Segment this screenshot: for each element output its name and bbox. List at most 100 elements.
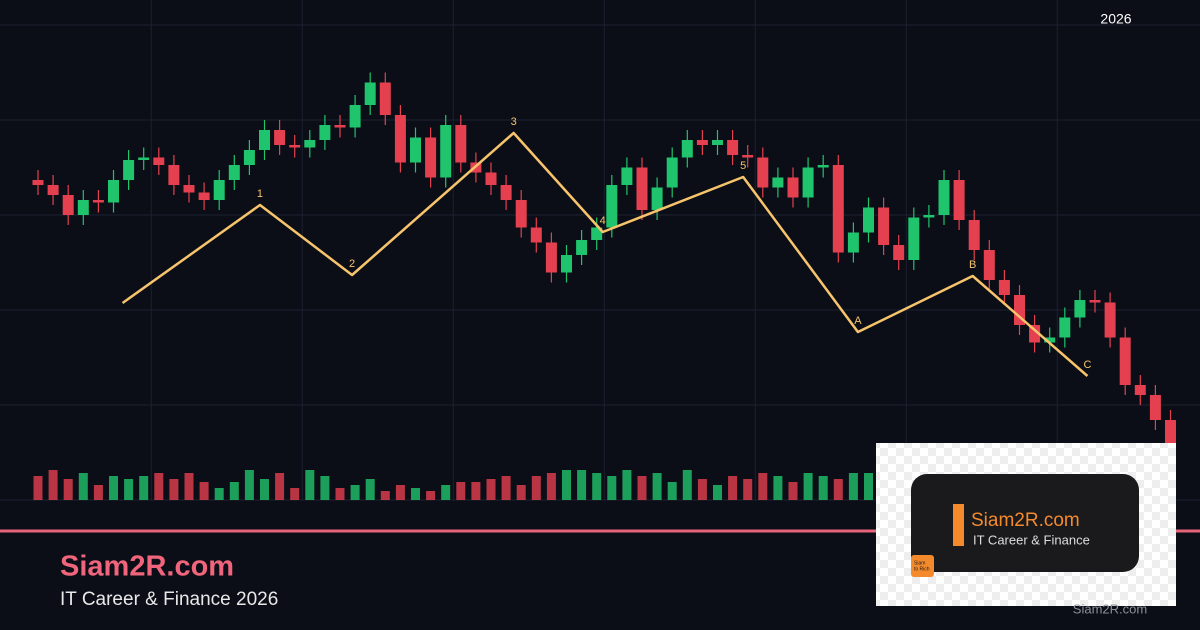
volume-bar bbox=[335, 488, 345, 500]
logo-title: Siam2R.com bbox=[971, 510, 1080, 531]
candle-body bbox=[938, 180, 950, 215]
logo-badge-text: to Rich bbox=[914, 566, 930, 572]
candle-body bbox=[636, 167, 648, 210]
candle-body bbox=[576, 240, 588, 255]
volume-bar bbox=[667, 482, 677, 500]
candle-body bbox=[108, 180, 119, 203]
candle-body bbox=[878, 207, 890, 245]
volume-bar bbox=[516, 485, 526, 500]
wave-label: 5 bbox=[740, 160, 746, 172]
volume-bar bbox=[199, 482, 209, 500]
candle-body bbox=[410, 137, 421, 163]
volume-bar bbox=[637, 476, 647, 500]
volume-bar bbox=[350, 485, 360, 500]
candle-body bbox=[681, 140, 693, 158]
candle-body bbox=[1104, 302, 1116, 338]
volume-bar bbox=[395, 485, 405, 500]
candle-body bbox=[1074, 300, 1086, 318]
wave-label: 3 bbox=[511, 116, 517, 128]
volume-bar bbox=[139, 476, 149, 500]
candle-body bbox=[742, 155, 754, 158]
volume-bar bbox=[33, 476, 43, 500]
volume-bar bbox=[305, 470, 315, 500]
candle-body bbox=[515, 200, 527, 228]
wave-label: B bbox=[969, 259, 976, 271]
candle-body bbox=[666, 157, 678, 188]
volume-bar bbox=[441, 485, 451, 500]
logo-badge-text: Siam bbox=[914, 560, 925, 566]
candle-body bbox=[304, 140, 316, 148]
volume-bar bbox=[577, 470, 587, 500]
volume-bar bbox=[411, 488, 420, 500]
candle-body bbox=[123, 160, 135, 180]
candle-body bbox=[62, 195, 74, 215]
volume-bar bbox=[818, 476, 828, 500]
candle-body bbox=[727, 140, 739, 155]
volume-bar bbox=[848, 473, 858, 500]
candle-body bbox=[364, 82, 376, 105]
candle-body bbox=[153, 157, 165, 165]
volume-bar bbox=[290, 488, 300, 500]
volume-bar bbox=[697, 479, 707, 500]
candle-body bbox=[455, 125, 467, 163]
candle-body bbox=[1165, 420, 1176, 445]
volume-bar bbox=[48, 470, 58, 500]
candle-body bbox=[274, 130, 286, 145]
volume-bar bbox=[78, 473, 88, 500]
volume-bar bbox=[788, 482, 798, 500]
footer-label: Siam2R.com bbox=[1073, 601, 1147, 616]
candle-body bbox=[908, 217, 920, 260]
volume-bar bbox=[652, 473, 662, 500]
candle-body bbox=[1119, 337, 1131, 385]
candle-body bbox=[168, 165, 180, 185]
candle-body bbox=[530, 227, 542, 243]
brand-subtitle: IT Career & Finance 2026 bbox=[60, 589, 278, 610]
volume-bar bbox=[63, 479, 73, 500]
candle-body bbox=[893, 245, 905, 260]
candle-body bbox=[817, 165, 829, 168]
corner-label: 2026 bbox=[1100, 11, 1131, 27]
volume-bar bbox=[380, 491, 390, 500]
volume-bar bbox=[456, 482, 466, 500]
candle-body bbox=[319, 125, 331, 140]
candle-body bbox=[757, 157, 769, 188]
logo-bar bbox=[953, 504, 964, 546]
candle-body bbox=[1149, 395, 1161, 420]
wave-label: 1 bbox=[257, 188, 263, 200]
candle-body bbox=[213, 180, 225, 200]
wave-label: 4 bbox=[600, 215, 606, 227]
volume-bar bbox=[833, 479, 843, 500]
volume-bar bbox=[728, 476, 738, 500]
candle-body bbox=[138, 157, 150, 160]
candle-body bbox=[259, 130, 270, 150]
candle-body bbox=[1089, 300, 1101, 303]
wave-label: 2 bbox=[349, 258, 355, 270]
candle-body bbox=[651, 187, 663, 210]
candle-body bbox=[32, 180, 44, 185]
candle-body bbox=[545, 242, 557, 273]
candle-body bbox=[802, 167, 814, 198]
candle-body bbox=[243, 150, 255, 165]
logo-subtitle: IT Career & Finance bbox=[973, 532, 1090, 547]
wave-label: C bbox=[1083, 359, 1091, 371]
candle-body bbox=[591, 227, 603, 240]
wave-label: A bbox=[854, 315, 862, 327]
candle-body bbox=[379, 82, 391, 115]
candle-body bbox=[983, 250, 995, 280]
candle-body bbox=[606, 185, 618, 228]
volume-bar bbox=[471, 482, 481, 500]
candle-body bbox=[485, 172, 497, 185]
volume-bar bbox=[214, 488, 224, 500]
volume-bar bbox=[773, 476, 783, 500]
candle-body bbox=[289, 145, 301, 148]
volume-bar bbox=[743, 479, 753, 500]
candle-body bbox=[334, 125, 346, 128]
candle-body bbox=[1044, 337, 1056, 343]
logo-panel bbox=[911, 474, 1139, 572]
candle-body bbox=[183, 185, 195, 193]
volume-bar bbox=[260, 479, 269, 500]
candle-body bbox=[92, 200, 104, 203]
volume-bar bbox=[622, 470, 632, 500]
